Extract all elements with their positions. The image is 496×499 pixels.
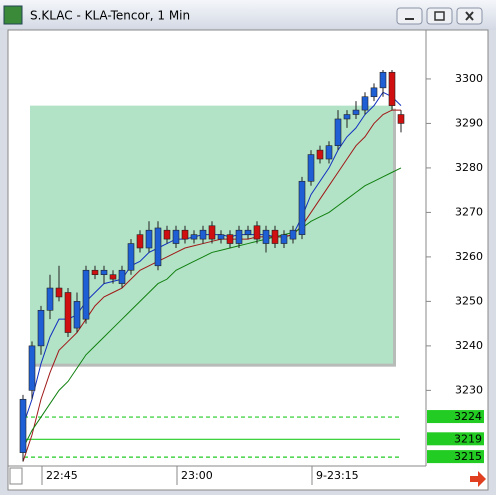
candle-body [289, 229, 297, 240]
candle-body [100, 269, 108, 275]
y-tick-label: 3270 [455, 205, 483, 218]
x-tick-label: 23:00 [181, 469, 213, 482]
candle-body [244, 229, 252, 235]
y-tick-label: 3280 [455, 161, 483, 174]
candle-body [343, 114, 351, 120]
candle-body [298, 180, 306, 235]
level-label: 3215 [454, 450, 482, 463]
candle-body [199, 229, 207, 240]
candle-body [91, 269, 99, 275]
candle-body [316, 149, 324, 160]
candle-body [127, 243, 135, 271]
maximize-button[interactable] [426, 7, 453, 25]
candle-body [208, 225, 216, 240]
candle-body [307, 154, 315, 182]
candle-body [235, 229, 243, 244]
y-tick-label: 3230 [455, 383, 483, 396]
candle-body [172, 229, 180, 244]
x-tick-label: 9-23:15 [316, 469, 359, 482]
candle-body [46, 287, 54, 311]
scroll-right-arrow[interactable] [470, 471, 486, 487]
candle-body [217, 234, 225, 240]
app-icon [3, 5, 23, 25]
y-tick-label: 3250 [455, 294, 483, 307]
candle-body [262, 229, 270, 244]
candle-body [325, 145, 333, 160]
candle-body [397, 114, 405, 124]
level-badge [427, 450, 484, 464]
y-tick-label: 3240 [455, 339, 483, 352]
candle-body [73, 301, 81, 329]
candle-body [64, 292, 72, 333]
candle-body [361, 96, 369, 111]
x-tick-label: 22:45 [46, 469, 78, 482]
candle-body [19, 398, 27, 453]
candle-body [163, 229, 171, 240]
candle-body [55, 287, 63, 298]
candle-body [154, 227, 162, 267]
candle-body [280, 234, 288, 244]
y-tick-label: 3260 [455, 250, 483, 263]
candle-body [82, 269, 90, 320]
candle-body [109, 274, 117, 280]
candle-body [181, 229, 189, 240]
candle-body [388, 71, 396, 106]
y-tick-label: 3290 [455, 116, 483, 129]
window-buttons[interactable] [396, 7, 483, 25]
candle-body [118, 269, 126, 284]
candle-body [190, 234, 198, 240]
candle-body [334, 118, 342, 146]
moving-average-line [22, 167, 402, 449]
candle-body [28, 345, 36, 391]
candle-body [37, 309, 45, 347]
level-label: 3219 [454, 432, 482, 445]
window-title: S.KLAC - KLA-Tencor, 1 Min [30, 9, 190, 23]
candle-body [226, 234, 234, 244]
candle-body [253, 225, 261, 240]
candle-body [379, 71, 387, 89]
candle-body [352, 109, 360, 115]
level-label: 3224 [454, 410, 482, 423]
candle-body [370, 87, 378, 98]
candle-body [271, 229, 279, 244]
plot-area: 3230 3240 3250 3260 3270 3280 3290 3300 3224 3219… [19, 70, 484, 485]
y-tick-label: 3300 [455, 72, 483, 85]
minimize-button[interactable] [396, 7, 423, 25]
scroll-box[interactable] [9, 467, 23, 485]
level-badge [427, 432, 484, 446]
candle-body [136, 234, 144, 249]
candle-body [145, 229, 153, 249]
level-badge [427, 410, 484, 424]
